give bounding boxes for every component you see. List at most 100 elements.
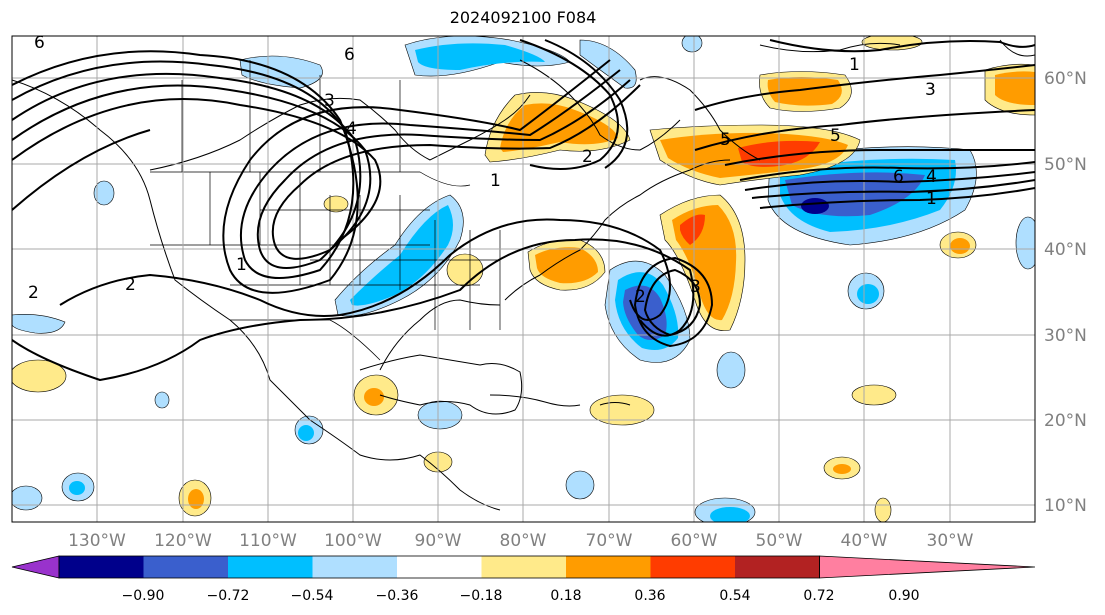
latitude-labels: 60°N 50°N 40°N 30°N 20°N 10°N [1044,69,1087,516]
colorbar-tick-label: −0.36 [376,588,419,604]
neg-region-east-edge [1015,216,1035,270]
longitude-labels: 130°W 120°W 110°W 100°W 90°W 80°W 70°W 6… [68,531,974,551]
coastlines [12,39,1035,511]
colorbar-tick-label: 0.72 [803,588,834,604]
map-title: 2024092100 F084 [449,8,597,27]
lon-label: 70°W [586,531,633,551]
contour-label: 2 [582,147,593,167]
lat-label: 50°N [1044,155,1087,175]
lon-label: 40°W [841,531,888,551]
contour-label: 4 [346,119,357,139]
colorbar-segment [312,556,398,578]
pos-region-baja [12,359,67,393]
neg-region-labrador [579,39,637,89]
colorbar-tick-label: 0.36 [634,588,665,604]
colorbar-segment [397,556,482,578]
pos-region-hudson-east-inner [767,77,842,106]
contour-label: 2 [125,275,136,295]
pos-region-caribbean [589,394,655,426]
neg-region-atlantic-south-inner [710,507,750,522]
contour-label: 3 [925,80,936,100]
colorbar-segment [143,556,229,578]
colorbar-segment [735,556,820,578]
pos-region-atlantic-small-inner [833,464,851,474]
lon-label: 100°W [324,531,382,551]
contour-label: 1 [490,171,501,191]
neg-region-caribbean [716,351,746,389]
contour-label: 2 [28,283,39,303]
pos-region-iceland-inner [995,71,1035,105]
map-area: 6 6 5 3 2 1 1 2 2 3 4 5 3 1 6 4 1 2 [12,33,1035,522]
pos-region-central-atlantic-inner [950,238,970,254]
contour-label: 3 [324,91,335,111]
contour-labels: 6 6 5 3 2 1 1 2 2 3 4 5 3 1 6 4 1 2 [28,33,937,307]
contour-label: 4 [926,167,937,187]
neg-region-far-pacific [12,485,43,511]
contour-label: 3 [690,277,701,297]
colorbar-extend-max [819,555,1036,579]
lon-label: 50°W [756,531,803,551]
pos-region-nevada [323,195,349,213]
neg-region-east-atlantic-min [801,198,829,214]
neg-region-pacific-small [93,180,115,206]
contour-label: 6 [893,167,904,187]
lon-label: 120°W [154,531,212,551]
neg-region-pacific [12,314,66,334]
pos-region-greenland-east [861,36,923,51]
pos-region-ohio [446,253,484,287]
pos-region-south-atlantic [851,384,897,406]
contour-label: 5 [830,126,841,146]
colorbar-segment [650,556,736,578]
colorbar-tick-label: −0.72 [207,588,250,604]
lon-label: 130°W [68,531,126,551]
map-frame [11,35,1036,523]
pos-region-far-south [874,497,892,522]
lat-label: 20°N [1044,411,1087,431]
neg-region-gulf [417,400,463,430]
colorbar-tick-label: −0.90 [122,588,165,604]
colorbar [11,555,1036,579]
pos-region-gulf-mexico-inner [364,388,384,406]
colorbar-extend-min [11,555,60,579]
pos-region-mid-atlantic-coast-inner [535,247,598,284]
lon-label: 90°W [415,531,462,551]
lon-label: 30°W [927,531,974,551]
lat-label: 40°N [1044,240,1087,260]
lon-label: 60°W [671,531,718,551]
pos-region-pacific-south-inner [188,489,204,509]
contour-label: 6 [344,45,355,65]
colorbar-tick-label: −0.18 [460,588,503,604]
colorbar-tick-label: 0.54 [719,588,750,604]
neg-region-pacific-mexico-inner [298,425,314,441]
neg-region-midwest-inner [350,205,453,306]
colorbar-tick-label: 0.90 [888,588,919,604]
height-contours [12,39,1035,382]
colorbar-segment [59,556,144,578]
lat-label: 30°N [1044,326,1087,346]
colorbar-segment [228,556,313,578]
neg-region-pacific-south-inner [69,481,85,495]
colorbar-tick-label: 0.18 [550,588,581,604]
contour-label: 6 [34,33,45,53]
colorbar-tick-label: −0.54 [291,588,334,604]
neg-region-canada-north-inner [415,43,545,70]
contour-label: 1 [236,255,247,275]
lat-label: 60°N [1044,69,1087,89]
contour-label: 2 [635,287,646,307]
colorbar-segment [481,556,567,578]
lon-label: 110°W [239,531,297,551]
neg-region-east-pacific-inner [857,284,879,304]
colorbar-segment [566,556,651,578]
political-borders [150,60,501,361]
pos-region-off-east-coast-core [680,214,705,245]
contour-label: 1 [926,189,937,209]
lat-label: 10°N [1044,496,1087,516]
lon-label: 80°W [500,531,547,551]
neg-region-small-south [154,391,170,409]
neg-region-antilles [565,470,595,500]
neg-region-greenland [681,36,703,53]
contour-label: 1 [849,55,860,75]
colorbar-frame [58,555,820,579]
contour-label: 5 [720,130,731,150]
